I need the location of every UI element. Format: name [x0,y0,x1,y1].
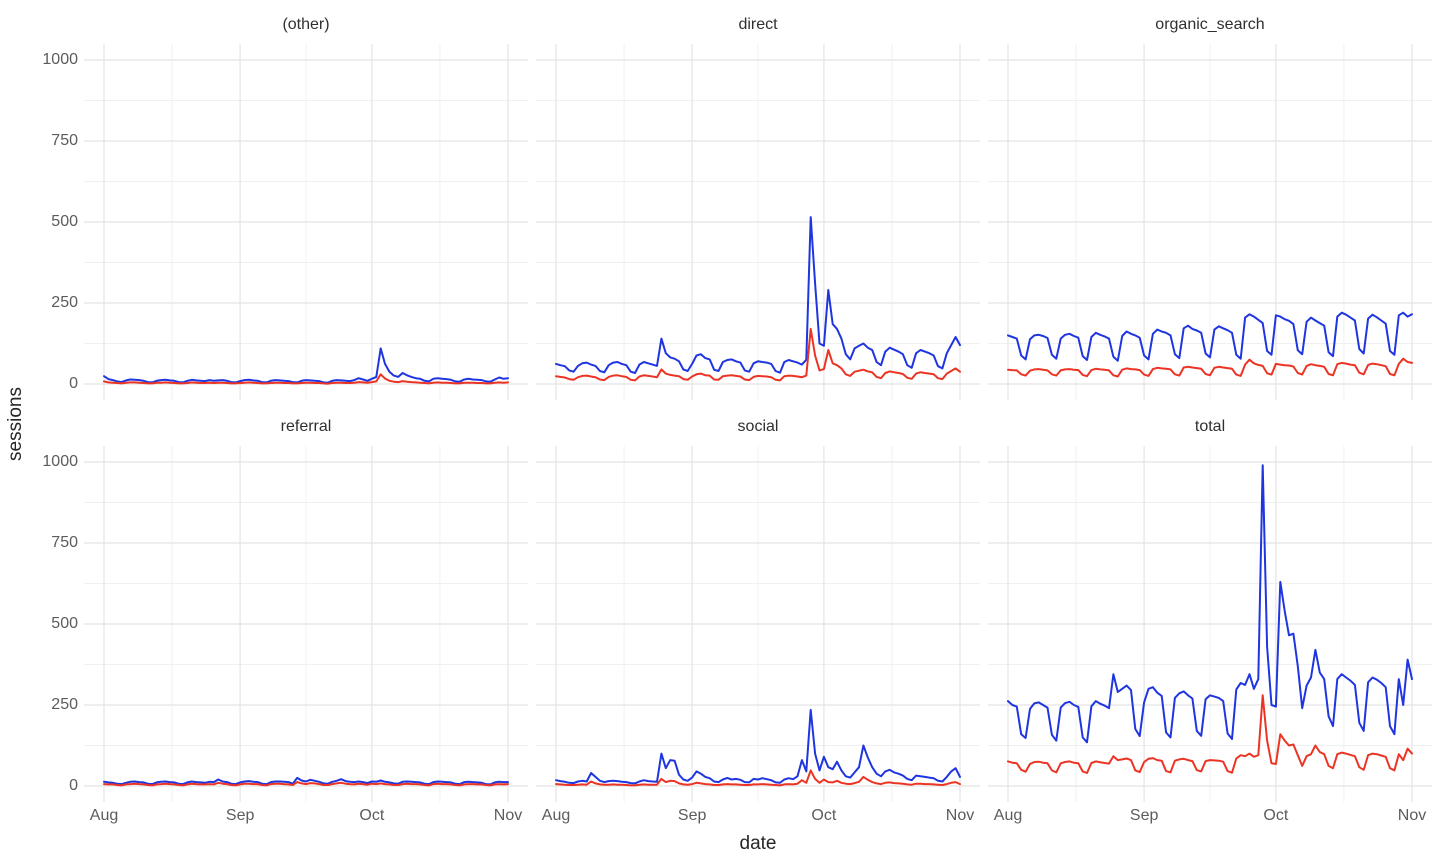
y-tick-label: 500 [51,615,78,632]
x-tick-label: Oct [1263,807,1289,824]
y-tick-label: 0 [69,777,78,794]
x-tick-label: Sep [677,807,707,824]
x-tick-label: Nov [1397,807,1427,824]
series-line-red [1007,357,1413,378]
x-tick-label: Sep [1129,807,1159,824]
y-tick-label: 250 [51,294,78,311]
facet-panel-organic-search [988,44,1432,400]
x-tick-label: Nov [945,807,975,824]
series-line-blue [103,776,509,786]
facet-title-other: (other) [282,16,330,33]
series-line-blue [555,708,961,785]
x-tick-label: Aug [541,807,571,824]
series-line-blue [103,347,509,384]
facet-title-organic-search: organic_search [1155,16,1265,33]
facet-title-total: total [1194,418,1226,435]
x-tick-label: Nov [493,807,523,824]
series-line-red [103,373,509,385]
y-tick-label: 1000 [42,51,78,68]
series-line-red [555,327,961,382]
facet-panel-other [84,44,528,400]
x-tick-label: Oct [811,807,837,824]
series-line-blue [555,216,961,374]
facet-panel-referral [84,446,528,802]
facet-panel-social [536,446,980,802]
x-tick-label: Sep [225,807,255,824]
x-axis-title: date [739,833,777,854]
y-tick-label: 250 [51,696,78,713]
facet-title-direct: direct [738,16,778,33]
facet-panel-total [988,446,1432,802]
y-tick-label: 500 [51,213,78,230]
x-tick-label: Oct [359,807,385,824]
y-tick-label: 750 [51,534,78,551]
series-line-blue [1007,311,1413,362]
facet-title-referral: referral [280,418,332,435]
series-line-red [103,781,509,787]
y-tick-label: 750 [51,132,78,149]
facet-title-social: social [737,418,779,435]
y-tick-label: 1000 [42,453,78,470]
y-tick-label: 0 [69,375,78,392]
series-line-red [1007,694,1413,774]
facet-panel-direct [536,44,980,400]
series-line-red [555,769,961,787]
x-tick-label: Aug [993,807,1023,824]
series-line-blue [1007,464,1413,744]
x-tick-label: Aug [89,807,119,824]
